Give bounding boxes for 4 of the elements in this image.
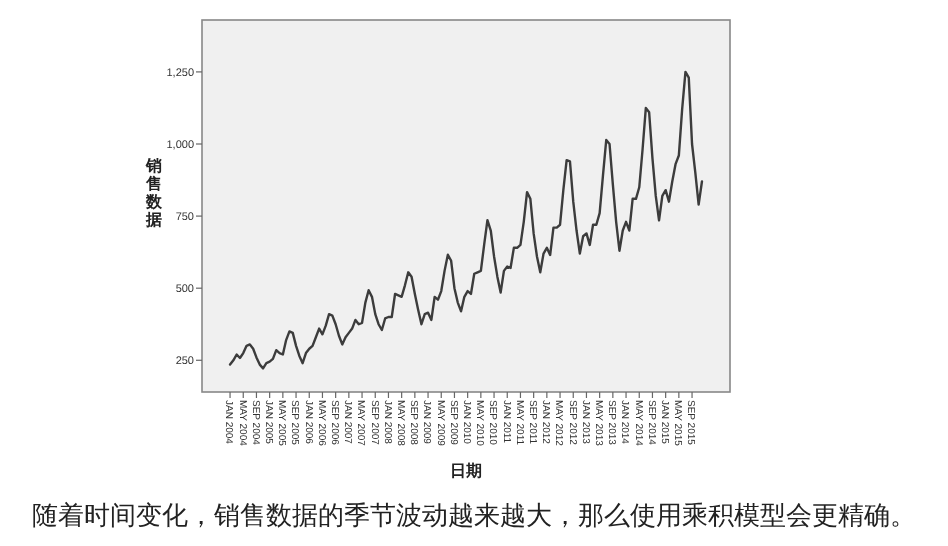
x-axis-title: 日期 (450, 462, 482, 480)
y-axis-title: 销售数据 (144, 157, 164, 229)
text: 随着时间变化，销售数据的季节波动越来越大，那么使用乘积模型会更精确。 (32, 500, 916, 530)
line-series (228, 70, 704, 370)
